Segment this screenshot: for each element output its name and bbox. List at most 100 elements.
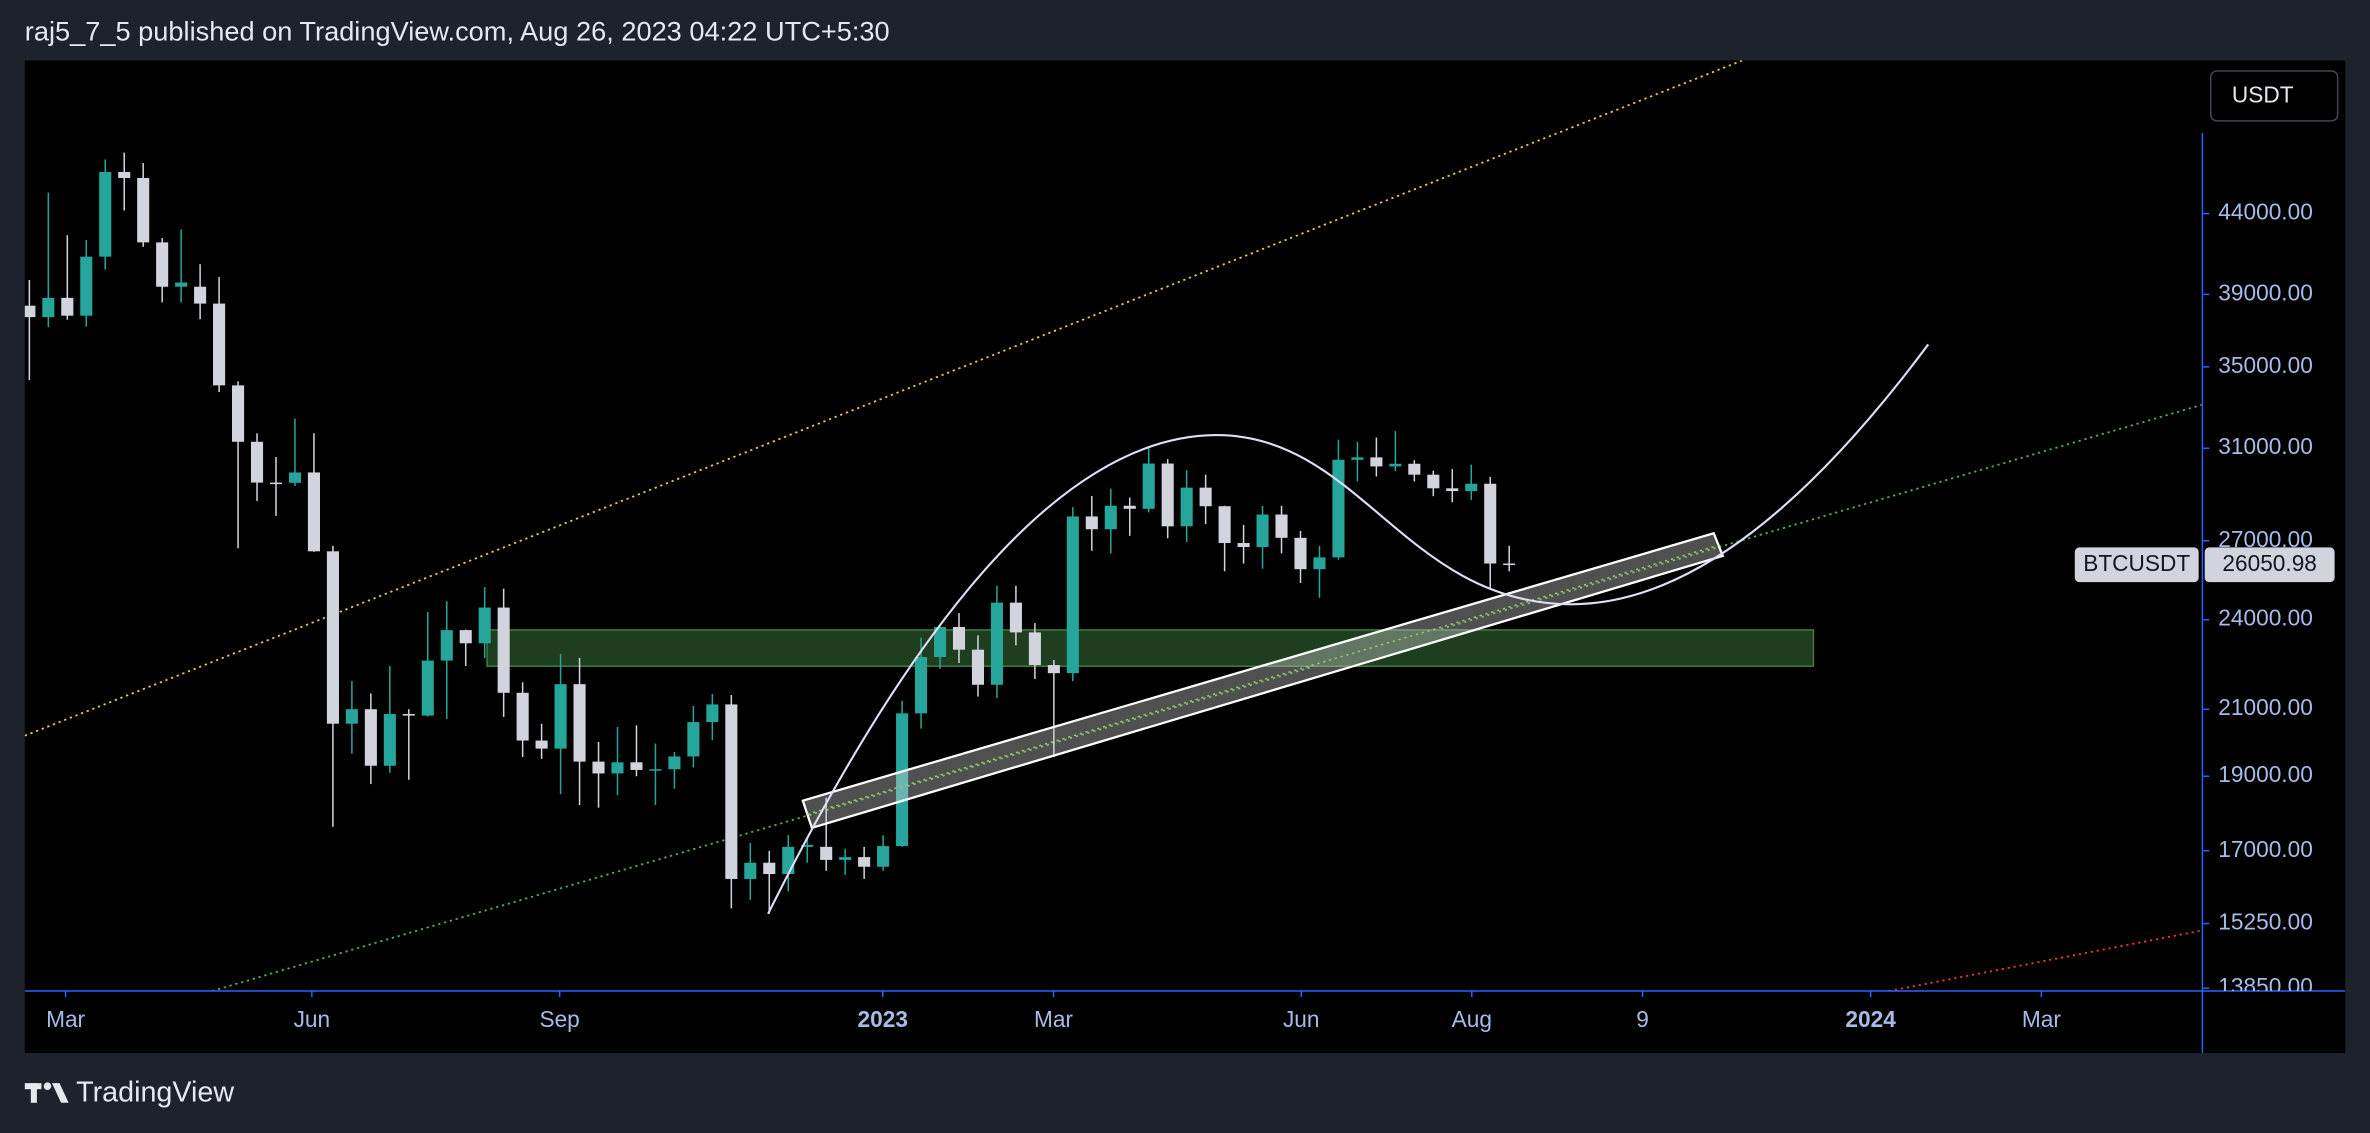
candle-body [1161,463,1174,527]
candle-body [535,740,548,749]
candle-body [1218,506,1231,544]
candle-body [744,862,757,879]
candle-body [1237,543,1250,548]
candle-body [1465,483,1478,492]
candle-body [1085,516,1098,530]
y-tick-label: 39000.00 [2218,279,2313,305]
candle-body [383,713,396,766]
logo-part [43,1082,52,1090]
candle-body [896,713,909,847]
y-tick-label: 31000.00 [2218,433,2313,459]
candle-body [269,482,283,485]
candle-body [459,630,472,644]
candle-body [213,303,226,386]
chart-area [24,60,2346,1053]
x-tick-label: Aug [1452,1006,1492,1032]
channel-line [1888,929,2202,991]
candle-body [1066,516,1079,674]
candle-body [1104,505,1117,530]
candle-body [990,602,1003,685]
candle-body [820,846,833,860]
candle-body [952,627,966,650]
candle-body [725,704,738,879]
candle-body [99,171,112,257]
curve-drawing [767,343,1930,915]
y-tick-label: 13850.00 [2218,973,2313,999]
x-tick-label: Mar [1034,1006,1073,1032]
y-tick-label: 35000.00 [2218,352,2313,378]
currency-label[interactable]: USDT [2232,82,2294,108]
candle-body [933,627,947,658]
candle-body [877,846,890,867]
price-label: 26050.98 [2222,550,2317,576]
candle-body [1199,487,1212,507]
candle-body [1180,487,1193,527]
trend-midline [807,544,1719,815]
candle-body [478,607,491,644]
candle-body [1028,632,1041,666]
candle-body [763,862,776,875]
candle-body [156,242,169,287]
candle-body [1484,483,1497,564]
trend-box [801,531,1725,830]
candle-body [687,722,700,757]
candle-body [1408,463,1421,475]
logo-part [30,1083,37,1103]
x-tick-label: Mar [2022,1006,2061,1032]
candle-body [42,297,55,318]
candle-body [1256,514,1269,548]
candle-body [345,709,358,724]
candle-body [1370,457,1383,467]
candle-body [782,846,795,875]
candle-body [307,472,320,552]
currency-button[interactable] [2209,70,2339,122]
candle-body [516,692,529,741]
candle-body [1123,505,1136,509]
candle-body [592,761,605,774]
candle-body [118,171,131,179]
candle-body [649,769,662,771]
candle-body [1427,474,1440,489]
candle-body [250,441,264,483]
candle-body [440,630,453,661]
candle-body [80,256,93,316]
candle-body [1275,514,1288,538]
candle-body [175,282,188,287]
candle-body [971,649,985,685]
candle-body [554,684,567,749]
candle-body [611,762,624,774]
y-tick-label: 17000.00 [2218,836,2313,862]
brand: TradingView [24,1076,234,1108]
channel-line [211,403,2202,991]
candle-body [1294,537,1307,570]
time-axis: Mar Jun Sep 2023 Mar Jun Aug 9 2024 Mar [46,990,2061,1032]
last-price-tag: BTCUSDT 26050.98 [2074,547,2335,583]
y-tick-label: 24000.00 [2218,605,2313,631]
candle-body [1446,488,1459,492]
logo-part [52,1083,69,1103]
overlays [767,343,1930,915]
candle-body [497,607,510,693]
x-tick-label: 2024 [1845,1006,1896,1032]
candle-body [1389,463,1402,467]
candle-body [137,178,150,243]
brand-name: TradingView [76,1076,234,1108]
candle-body [402,713,415,716]
candle-body [839,857,852,860]
candle-body [1332,459,1345,558]
support-zone [486,629,1815,667]
candle-body [630,762,643,770]
x-tick-label: Sep [539,1006,579,1032]
y-tick-label: 44000.00 [2218,199,2313,225]
candle-body [326,551,339,724]
candle-body [194,286,207,304]
y-tick-label: 21000.00 [2218,694,2313,720]
candle-body [364,709,377,766]
candle-body [288,472,302,483]
candle-body [1142,463,1155,509]
x-tick-label: Jun [294,1006,331,1032]
candle-body [61,297,74,316]
x-tick-label: 2023 [858,1006,908,1032]
